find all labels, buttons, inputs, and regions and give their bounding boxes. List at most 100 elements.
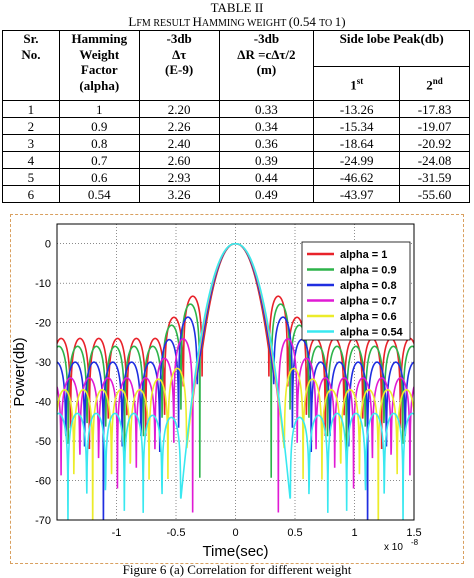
header-delta-r: -3db ΔR =cΔτ/2 (m) (218, 30, 315, 101)
cell-dr: 0.44 (218, 168, 315, 186)
header-line: (alpha) (79, 77, 120, 93)
legend-label: alpha = 0.9 (340, 265, 397, 277)
table-title: TABLE II (210, 0, 264, 15)
cell-second: -24.08 (399, 151, 470, 169)
series-line (57, 242, 414, 520)
cell-dt: 2.93 (138, 168, 220, 186)
header-sr-no: Sr. No. (2, 30, 60, 101)
caption-part: TO (319, 18, 335, 29)
y-tick-label: -70 (35, 515, 51, 527)
table-row: 5 0.6 2.93 0.44 -46.62 -31.59 (2, 168, 470, 186)
y-tick-label: -60 (35, 476, 51, 488)
cell-dr: 0.34 (218, 117, 315, 135)
header-line: No. (21, 46, 41, 62)
cell-alpha: 0.6 (58, 168, 140, 186)
figure-frame (10, 214, 464, 564)
cell-second: -19.07 (399, 117, 470, 135)
header-line: ΔR =cΔτ/2 (237, 46, 296, 62)
header-line: Hamming (71, 31, 128, 46)
y-axis-label: Power(db) (11, 337, 28, 406)
header-line: (m) (256, 62, 277, 77)
cell-sr: 3 (2, 134, 60, 152)
cell-first: -18.64 (313, 134, 401, 152)
cell-first: -13.26 (313, 100, 401, 118)
x-tick-label: -1 (112, 527, 122, 539)
header-first-sup: st (356, 76, 364, 87)
y-tick-label: -30 (35, 357, 51, 369)
header-line: -3db (166, 31, 192, 46)
header-line: Factor (80, 62, 118, 77)
caption-part: 1) (334, 14, 346, 29)
cell-alpha: 0.54 (58, 185, 140, 203)
cell-sr: 6 (2, 185, 60, 203)
cell-first: -15.34 (313, 117, 401, 135)
y-tick-label: -20 (35, 318, 51, 330)
header-first: 1st (313, 66, 401, 101)
table-caption: LFM RESULT HAMMING WEIGHT (0.54 TO 1) (0, 14, 474, 31)
table-row: 6 0.54 3.26 0.49 -43.97 -55.60 (2, 185, 470, 203)
cell-second: -31.59 (399, 168, 470, 186)
cell-first: -24.99 (313, 151, 401, 169)
x-axis-label: Time(sec) (202, 543, 268, 560)
results-table: Sr. No. Hamming Weight Factor (alpha) -3… (2, 30, 470, 203)
x-tick-label: 0.5 (287, 527, 302, 539)
cell-alpha: 0.9 (58, 117, 140, 135)
y-tick-label: -50 (35, 436, 51, 448)
cell-dt: 3.26 (138, 185, 220, 203)
y-tick-label: -40 (35, 397, 51, 409)
x-tick-label: -0.5 (167, 527, 186, 539)
header-line: -3db (253, 31, 280, 46)
cell-sr: 5 (2, 168, 60, 186)
cell-dr: 0.39 (218, 151, 315, 169)
y-tick-label: 0 (45, 239, 51, 251)
x-multiplier-label: x 10 (384, 542, 403, 553)
legend-label: alpha = 0.7 (340, 296, 397, 308)
x-multiplier-exponent: -8 (411, 538, 419, 547)
cell-dt: 2.20 (138, 100, 220, 118)
header-line: Δτ (172, 46, 187, 62)
cell-alpha: 0.7 (58, 151, 140, 169)
cell-sr: 4 (2, 151, 60, 169)
cell-sr: 2 (2, 117, 60, 135)
cell-alpha: 1 (58, 100, 140, 118)
header-line: Sr. (23, 31, 39, 46)
figure-caption: Figure 6 (a) Correlation for different w… (122, 562, 352, 577)
x-tick-label: 0 (232, 527, 238, 539)
caption-part: L (128, 14, 137, 29)
cell-second: -17.83 (399, 100, 470, 118)
header-hamming: Hamming Weight Factor (alpha) (58, 30, 140, 101)
legend-label: alpha = 0.54 (340, 327, 404, 339)
header-line: (E-9) (165, 62, 194, 77)
cell-dt: 2.26 (138, 117, 220, 135)
cell-sr: 1 (2, 100, 60, 118)
cell-dt: 2.60 (138, 151, 220, 169)
legend-label: alpha = 1 (340, 249, 387, 261)
header-line: Weight (79, 46, 120, 62)
header-second-sup: nd (432, 76, 443, 87)
caption-part: RESULT (153, 18, 193, 29)
x-tick-label: 1 (351, 527, 357, 539)
legend-label: alpha = 0.8 (340, 280, 397, 292)
table-row: 2 0.9 2.26 0.34 -15.34 -19.07 (2, 117, 470, 135)
cell-dt: 2.40 (138, 134, 220, 152)
header-second: 2nd (399, 66, 470, 101)
caption-part: AMMING WEIGHT (201, 18, 289, 29)
table-row: 4 0.7 2.60 0.39 -24.99 -24.08 (2, 151, 470, 169)
cell-dr: 0.33 (218, 100, 315, 118)
correlation-chart: 0 -10 -20 -30 -40 -50 -60 -70 -1 -0.5 0 0.5 1 1.5x 10… (11, 223, 422, 560)
cell-dr: 0.49 (218, 185, 315, 203)
header-first-num: 1 (350, 77, 357, 93)
cell-first: -43.97 (313, 185, 401, 203)
table-row: 3 0.8 2.40 0.36 -18.64 -20.92 (2, 134, 470, 152)
legend-label: alpha = 0.6 (340, 311, 397, 323)
table-row: 1 1 2.20 0.33 -13.26 -17.83 (2, 100, 470, 118)
header-side-lobe: Side lobe Peak(db) (313, 30, 470, 67)
caption-part: H (192, 14, 202, 29)
cell-first: -46.62 (313, 168, 401, 186)
x-tick-label: 1.5 (406, 527, 421, 539)
legend-box (301, 241, 411, 341)
caption-part: (0.54 (288, 14, 320, 29)
cell-second: -55.60 (399, 185, 470, 203)
y-tick-label: -10 (35, 278, 51, 290)
axes-box (56, 223, 415, 521)
